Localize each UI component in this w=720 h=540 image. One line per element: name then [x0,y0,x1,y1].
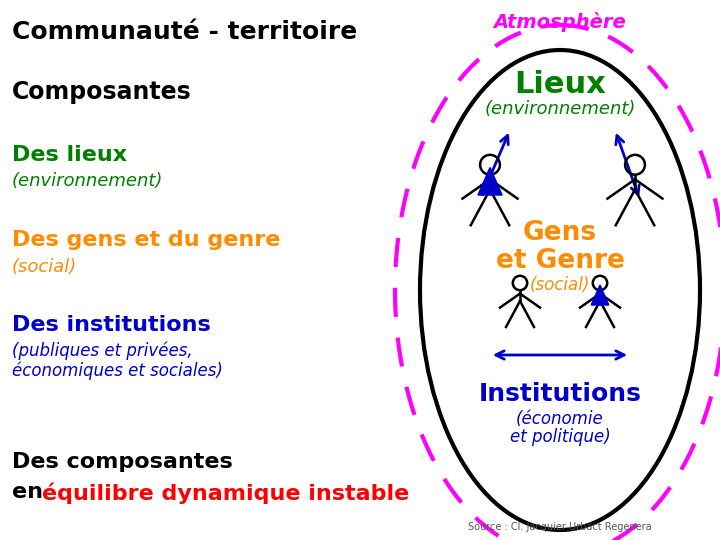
Polygon shape [591,285,609,305]
Text: et Genre: et Genre [495,248,624,274]
Text: et politique): et politique) [510,428,611,446]
Text: Des lieux: Des lieux [12,145,127,165]
Polygon shape [478,167,502,195]
Text: (environnement): (environnement) [12,172,163,190]
Text: (économie: (économie [516,410,604,428]
Text: Atmosphère: Atmosphère [494,12,626,32]
Text: en: en [12,482,50,502]
Text: Composantes: Composantes [12,80,192,104]
Text: économiques et sociales): économiques et sociales) [12,362,223,381]
Text: Des institutions: Des institutions [12,315,211,335]
Text: (publiques et privées,: (publiques et privées, [12,342,193,361]
Text: Des composantes: Des composantes [12,452,233,472]
Text: (environnement): (environnement) [485,100,636,118]
Text: Institutions: Institutions [479,382,642,406]
Text: Gens: Gens [523,220,597,246]
Text: Communauté - territoire: Communauté - territoire [12,20,357,44]
Text: (social): (social) [12,258,77,276]
Text: Source : Cl. Jacquier Urbact Regenera: Source : Cl. Jacquier Urbact Regenera [468,522,652,532]
Text: Lieux: Lieux [514,70,606,99]
Text: Des gens et du genre: Des gens et du genre [12,230,280,250]
Text: (social): (social) [530,276,590,294]
Text: équilibre dynamique instable: équilibre dynamique instable [42,482,409,503]
